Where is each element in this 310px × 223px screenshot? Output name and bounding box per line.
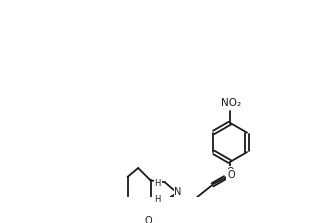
Polygon shape: [194, 198, 214, 215]
Text: NO₂: NO₂: [221, 99, 241, 108]
Text: H: H: [154, 179, 161, 188]
Text: N: N: [174, 187, 182, 197]
Text: O: O: [226, 167, 234, 177]
Text: H: H: [154, 195, 161, 204]
Text: O: O: [144, 216, 152, 223]
Text: O: O: [227, 170, 235, 180]
